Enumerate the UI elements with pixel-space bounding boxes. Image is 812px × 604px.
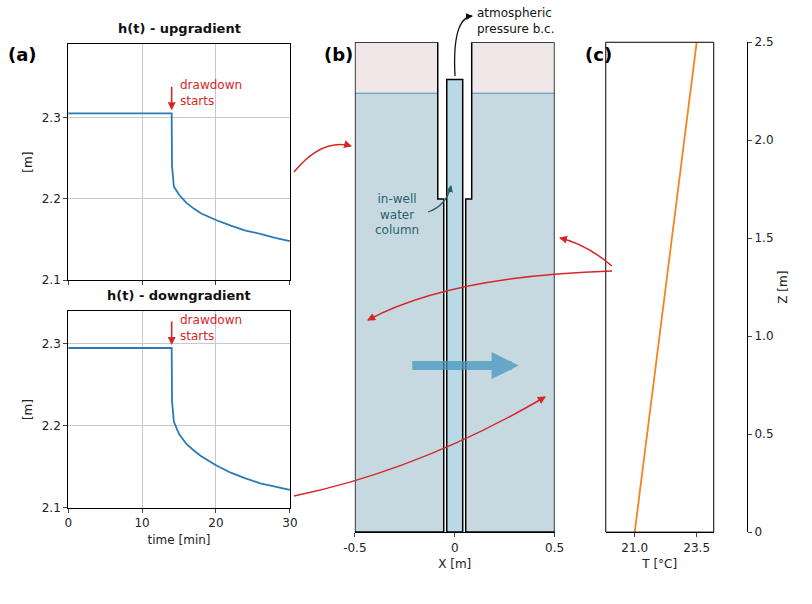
svg-text:30: 30 (282, 516, 297, 530)
svg-text:2.1: 2.1 (42, 273, 61, 287)
svg-text:0.5: 0.5 (754, 427, 773, 441)
svg-text:2.2: 2.2 (42, 192, 61, 206)
svg-text:[m]: [m] (21, 152, 35, 173)
svg-text:-0.5: -0.5 (343, 541, 366, 555)
svg-text:23.5: 23.5 (683, 541, 710, 555)
svg-text:Z [m]: Z [m] (776, 271, 790, 304)
svg-text:drawdownstarts: drawdownstarts (180, 78, 242, 108)
svg-text:1.5: 1.5 (754, 231, 773, 245)
svg-text:21.0: 21.0 (621, 541, 648, 555)
svg-text:drawdownstarts: drawdownstarts (180, 313, 242, 343)
svg-text:(a): (a) (8, 44, 37, 65)
svg-text:X [m]: X [m] (438, 557, 471, 571)
svg-text:0.5: 0.5 (545, 541, 564, 555)
svg-text:atmosphericpressure b.c.: atmosphericpressure b.c. (477, 6, 555, 36)
svg-text:2.2: 2.2 (42, 419, 61, 433)
svg-text:h(t) - downgradient: h(t) - downgradient (107, 288, 251, 303)
svg-text:20: 20 (208, 516, 223, 530)
svg-text:2.3: 2.3 (42, 337, 61, 351)
svg-text:10: 10 (134, 516, 149, 530)
svg-text:0: 0 (64, 516, 72, 530)
svg-text:in-wellwatercolumn: in-wellwatercolumn (375, 192, 419, 237)
svg-text:(c): (c) (585, 44, 612, 65)
svg-text:(b): (b) (324, 44, 353, 65)
svg-text:T [°C]: T [°C] (641, 557, 677, 571)
svg-text:[m]: [m] (21, 399, 35, 420)
svg-text:h(t) - upgradient: h(t) - upgradient (118, 21, 241, 36)
svg-text:1.0: 1.0 (754, 329, 773, 343)
svg-text:2.3: 2.3 (42, 111, 61, 125)
svg-text:0: 0 (754, 525, 762, 539)
svg-text:0: 0 (451, 541, 459, 555)
svg-text:2.1: 2.1 (42, 501, 61, 515)
svg-text:time [min]: time [min] (148, 533, 211, 547)
svg-text:2.5: 2.5 (754, 35, 773, 49)
svg-text:2.0: 2.0 (754, 133, 773, 147)
